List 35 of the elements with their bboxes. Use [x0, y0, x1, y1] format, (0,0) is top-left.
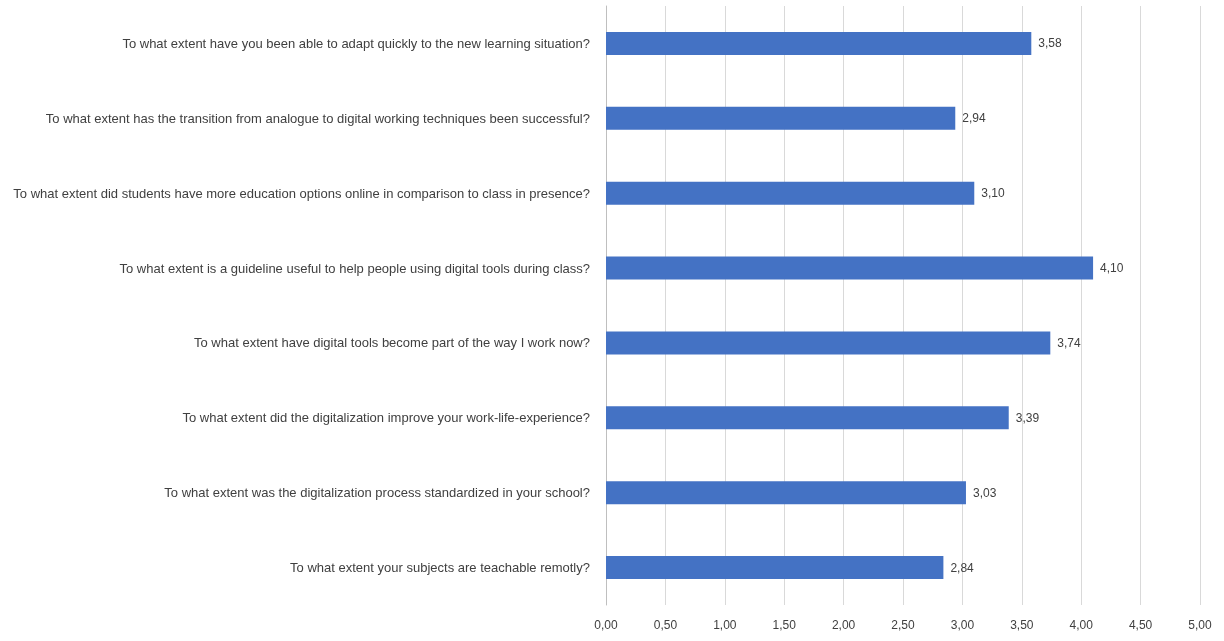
- bar: [606, 481, 966, 505]
- y-tick-label: To what extent was the digitalization process standardized in your school?: [164, 485, 590, 501]
- y-tick-label: To what extent have you been able to adapt quickly to the new learning situation?: [122, 35, 590, 51]
- x-tick-label: 5,00: [1188, 618, 1212, 632]
- bar: [606, 331, 1051, 355]
- data-label: 3,39: [1015, 410, 1040, 425]
- y-tick-label: To what extent have digital tools become part of the way I work now?: [194, 335, 590, 351]
- y-tick-label: To what extent your subjects are teachable remotly?: [290, 560, 590, 576]
- data-label: 3,58: [1038, 36, 1062, 51]
- bar: [606, 106, 956, 130]
- y-tick-label: To what extent did students have more education options online in comparison to class in presence?: [13, 185, 590, 201]
- x-tick-label: 1,50: [772, 618, 797, 632]
- bar: [606, 406, 1009, 430]
- x-tick-label: 3,50: [1010, 618, 1034, 632]
- data-label: 3,74: [1057, 335, 1081, 350]
- data-label: 3,03: [972, 485, 997, 500]
- bar: [606, 181, 975, 205]
- y-tick-label: To what extent has the transition from analogue to digital working techniques been successful?: [45, 110, 590, 126]
- x-tick-label: 1,00: [713, 618, 737, 632]
- data-label: 4,10: [1100, 261, 1124, 276]
- bar: [606, 31, 1032, 55]
- bar: [606, 256, 1094, 280]
- x-tick-label: 3,00: [950, 618, 975, 632]
- y-tick-label: To what extent is a guideline useful to help people using digital tools during class?: [119, 260, 590, 276]
- x-tick-label: 0,00: [594, 618, 618, 632]
- x-tick-label: 2,50: [891, 618, 915, 632]
- x-tick-label: 0,50: [653, 618, 678, 632]
- data-label: 3,10: [981, 186, 1005, 201]
- data-label: 2,94: [962, 111, 986, 126]
- x-tick-label: 2,00: [831, 618, 856, 632]
- data-label: 2,84: [950, 560, 975, 575]
- x-tick-label: 4,50: [1128, 618, 1153, 632]
- bar: [606, 556, 944, 580]
- y-tick-label: To what extent did the digitalization improve your work-life-experience?: [182, 410, 590, 426]
- x-tick-label: 4,00: [1069, 618, 1094, 632]
